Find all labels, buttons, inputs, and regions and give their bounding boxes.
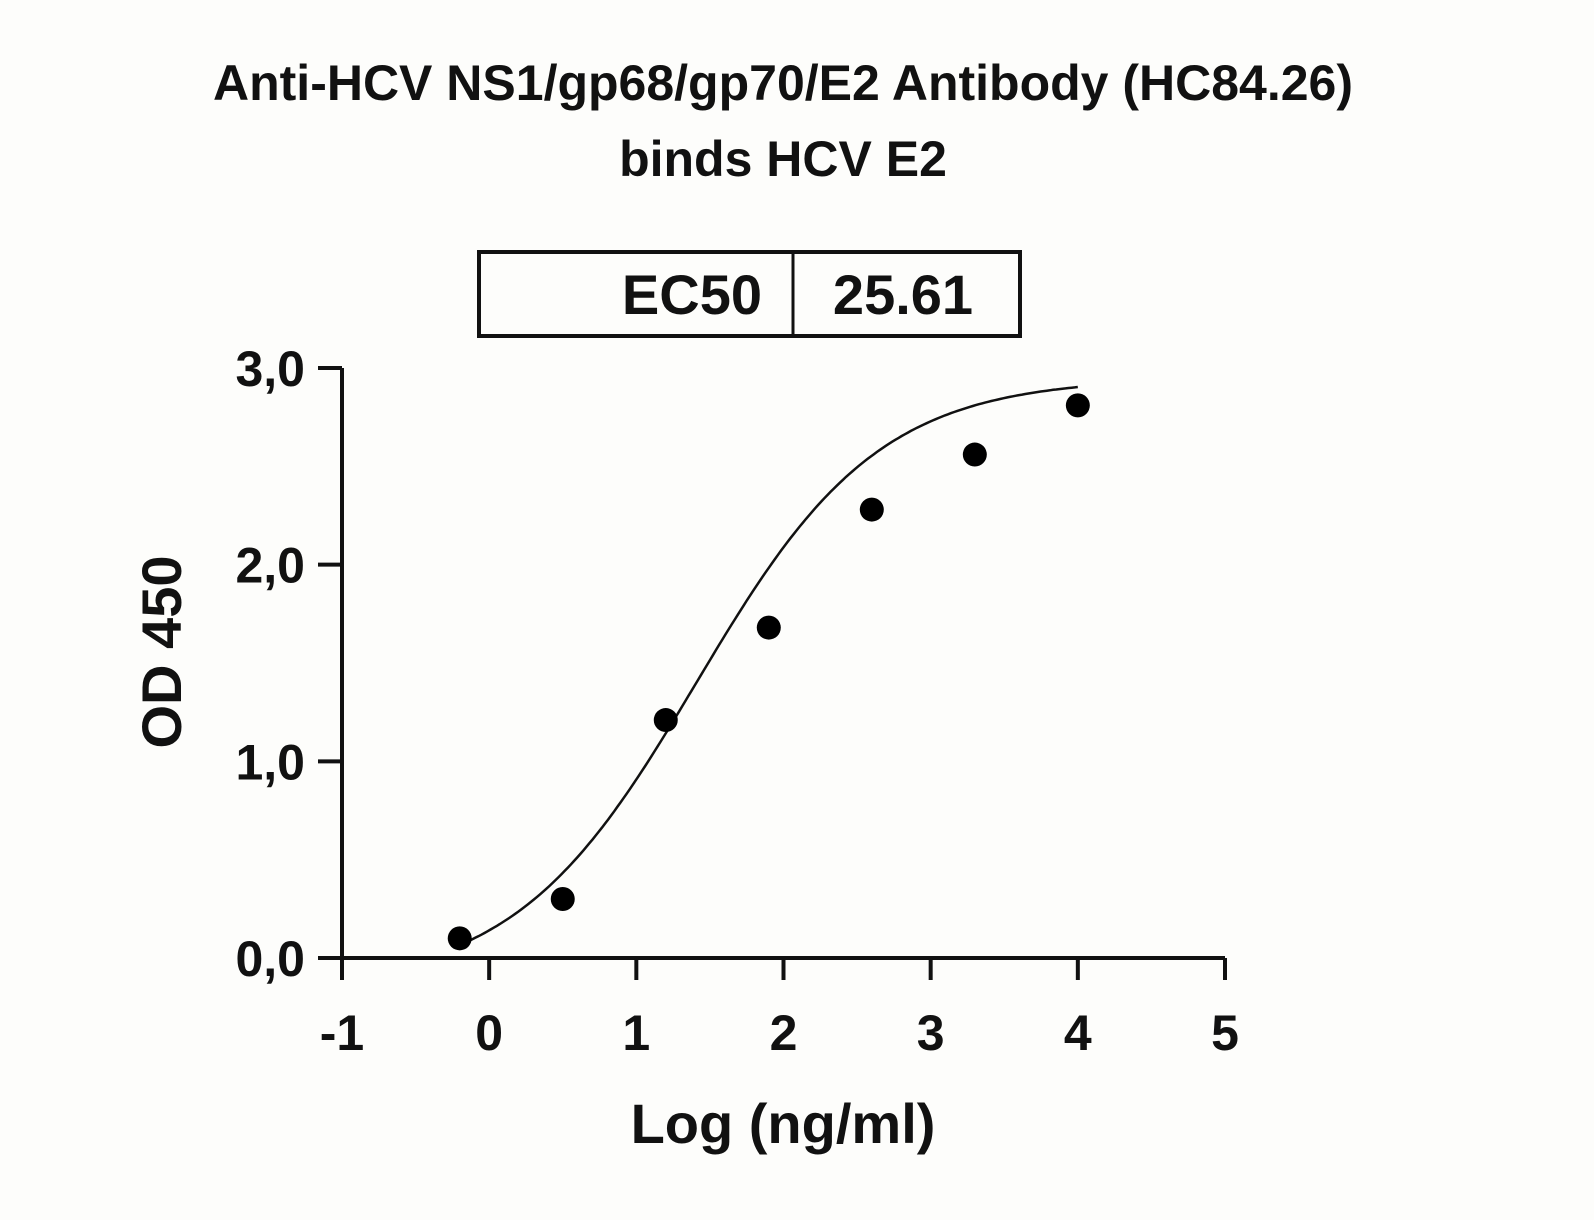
chart-title: Anti-HCV NS1/gp68/gp70/E2 Antibody (HC84… <box>213 55 1353 111</box>
data-points <box>447 393 1090 951</box>
data-point <box>653 708 678 733</box>
data-point <box>1065 393 1090 418</box>
data-point <box>447 926 472 951</box>
data-point <box>962 442 987 467</box>
x-tick-label: 4 <box>1064 1005 1092 1061</box>
x-tick-label: 2 <box>770 1005 798 1061</box>
y-tick-label: 2,0 <box>235 538 305 594</box>
y-tick-label: 3,0 <box>235 341 305 397</box>
ec50-value: 25.61 <box>833 263 973 326</box>
x-tick-label: 3 <box>917 1005 945 1061</box>
y-axis-label: OD 450 <box>130 556 193 749</box>
y-tick-label: 1,0 <box>235 734 305 790</box>
data-point <box>756 615 781 640</box>
x-tick-label: 1 <box>622 1005 650 1061</box>
chart-subtitle: binds HCV E2 <box>619 131 947 187</box>
axes: -1 0 1 2 3 4 5 0,0 1,0 2,0 3,0 <box>235 341 1238 1061</box>
ec50-table: EC50 25.61 <box>477 250 1022 338</box>
ec50-label: EC50 <box>622 263 762 326</box>
x-tick-label: 5 <box>1211 1005 1239 1061</box>
x-axis-label: Log (ng/ml) <box>631 1092 936 1155</box>
data-point <box>859 497 884 522</box>
fit-curve <box>459 385 1078 947</box>
x-tick-label: 0 <box>475 1005 503 1061</box>
x-tick-label: -1 <box>320 1005 364 1061</box>
y-tick-label: 0,0 <box>235 931 305 987</box>
data-point <box>550 887 575 911</box>
